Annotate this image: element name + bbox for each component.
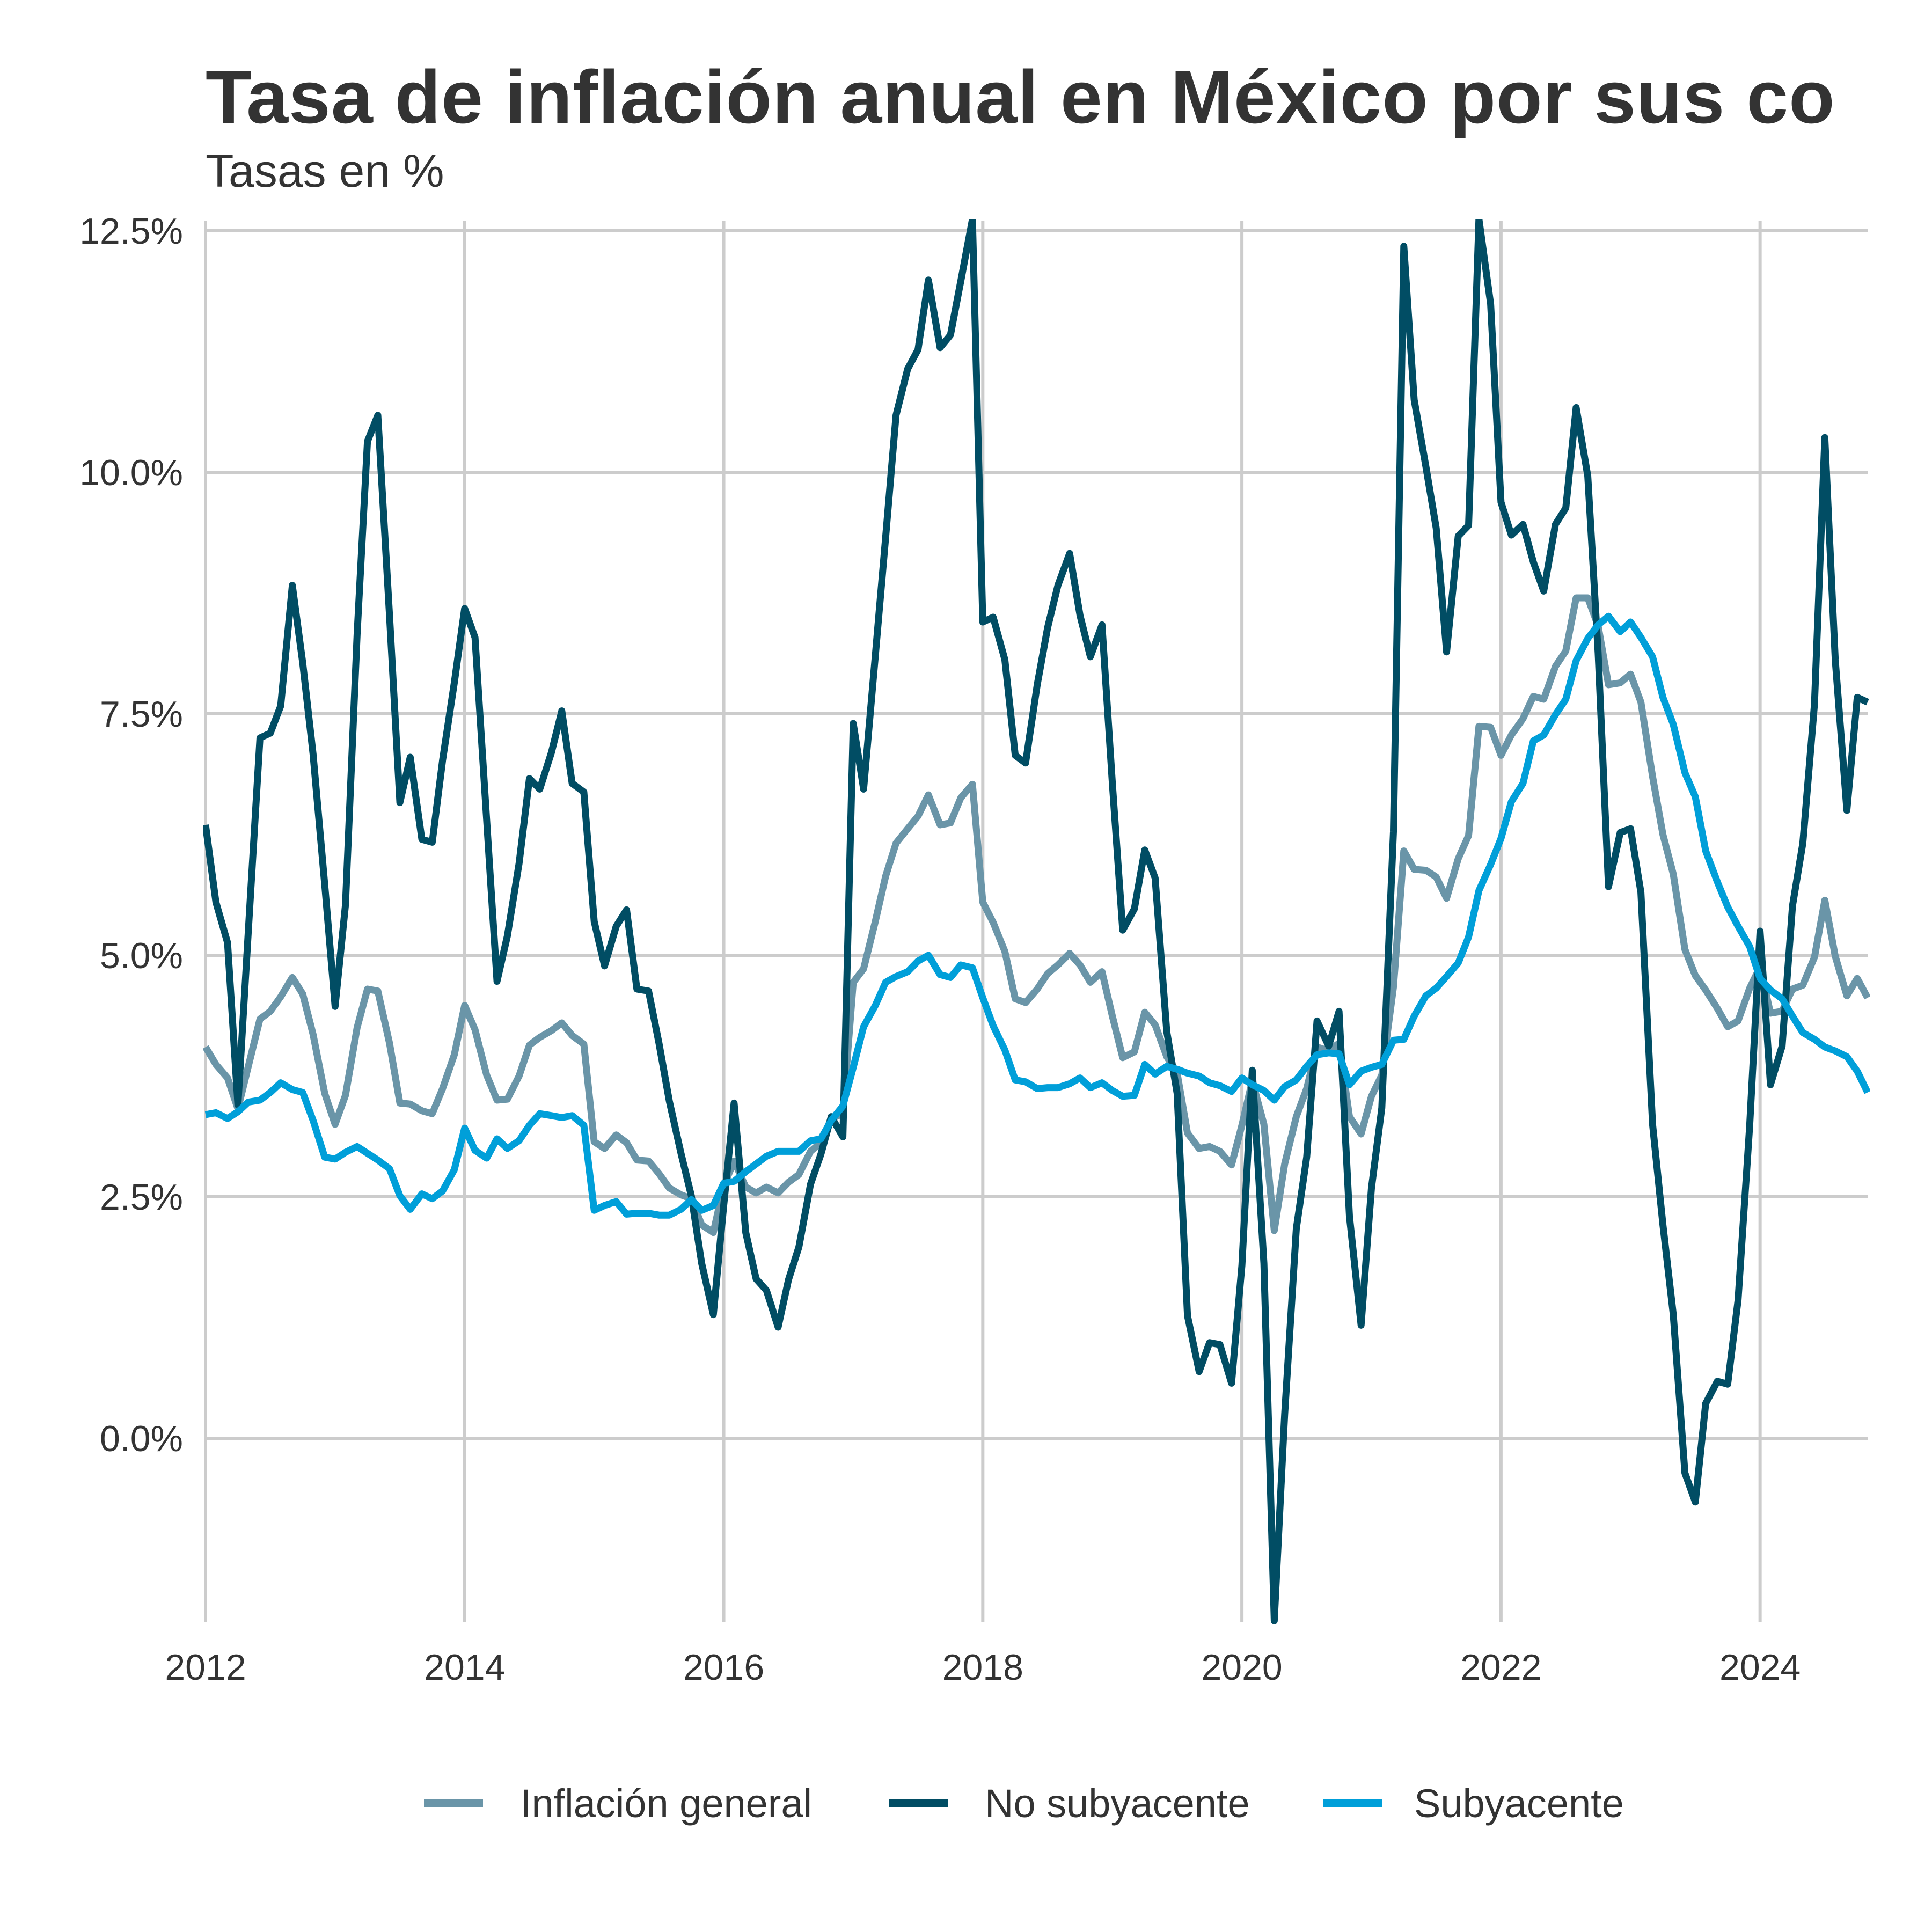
x-tick-label: 2014 [424,1647,505,1688]
x-tick-label: 2022 [1460,1647,1541,1688]
y-tick-label: 10.0% [79,452,183,493]
x-tick-label: 2012 [165,1647,246,1688]
x-tick-label: 2020 [1201,1647,1282,1688]
x-tick-label: 2024 [1719,1647,1801,1688]
x-axis-labels: 2012 2014 2016 2018 2020 2022 2024 [165,1647,1801,1688]
y-tick-label: 12.5% [79,211,183,252]
x-tick-label: 2018 [942,1647,1023,1688]
legend-label-no-subyacente: No subyacente [985,1781,1250,1826]
y-tick-label: 0.0% [100,1418,183,1459]
y-gridlines [206,229,1868,1440]
legend: Inflación general No subyacente Subyacente [424,1781,1624,1826]
legend-label-inflacion-general: Inflación general [521,1781,812,1826]
chart-title: Tasa de inflación anual en México por su… [206,55,1835,139]
legend-label-subyacente: Subyacente [1414,1781,1624,1826]
series-lines [203,219,1870,1624]
y-axis-labels: 0.0% 2.5% 5.0% 7.5% 10.0% 12.5% [79,211,183,1459]
y-tick-label: 2.5% [100,1177,183,1218]
series-line-no-subyacente [203,219,1869,1624]
y-tick-label: 7.5% [100,694,183,735]
series-line-inflacion-general [203,594,1870,1236]
y-tick-label: 5.0% [100,935,183,976]
series-line-subyacente [204,612,1870,1219]
x-gridlines [204,221,1762,1622]
x-tick-label: 2016 [683,1647,764,1688]
chart-subtitle: Tasas en % [206,145,444,197]
